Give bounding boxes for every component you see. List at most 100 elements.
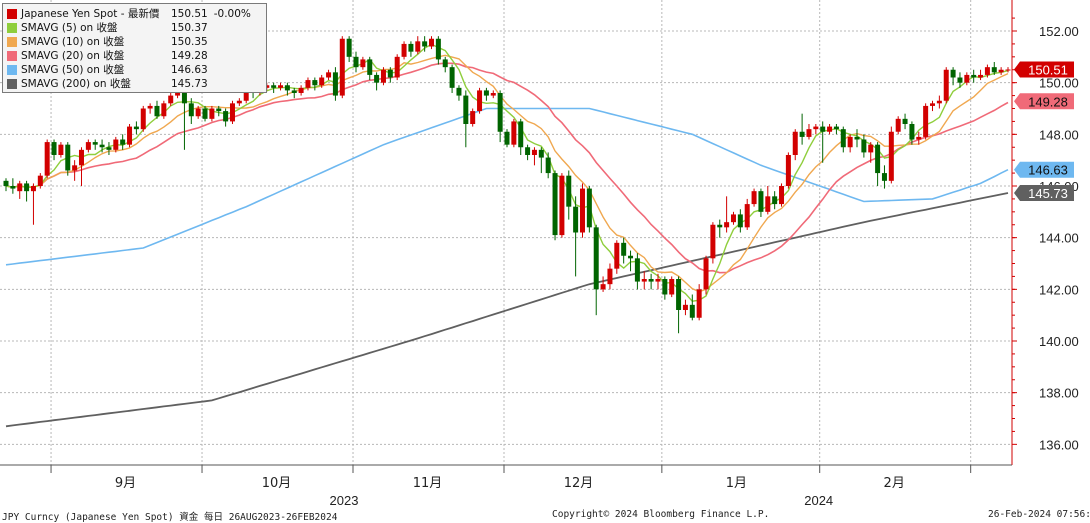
candle-body — [161, 103, 167, 117]
ma-line — [5, 107, 1009, 266]
candle-body — [1005, 69, 1011, 71]
candle-body — [559, 175, 565, 236]
candle-body — [888, 131, 894, 181]
candle-body — [833, 126, 839, 130]
legend-row-sma5: SMAVG (5) on 收盤 150.37 — [7, 21, 208, 35]
candle-body — [113, 139, 119, 150]
candle-body — [380, 69, 386, 83]
candle-body — [964, 74, 970, 83]
legend-row-sma200: SMAVG (200) on 收盤 145.73 — [7, 77, 208, 91]
candle-body — [751, 191, 757, 205]
price-tag — [1014, 161, 1074, 178]
candle-body — [518, 121, 524, 148]
legend-label: Japanese Yen Spot - 最新價 — [21, 8, 160, 20]
legend-label: SMAVG (10) on 收盤 — [21, 36, 125, 48]
candle-body — [30, 186, 36, 192]
y-tick-label: 140.00 — [1039, 334, 1079, 349]
candle-body — [504, 131, 510, 145]
candle-body — [37, 175, 43, 186]
sma20-series — [5, 62, 1009, 274]
candle-body — [490, 93, 496, 96]
x-month-label: 12月 — [564, 476, 594, 491]
candle-body — [634, 258, 640, 282]
candle-body — [223, 111, 229, 122]
candle-body — [579, 188, 585, 233]
legend-value: 146.63 — [171, 64, 208, 76]
price-tag-label: 149.28 — [1028, 94, 1068, 109]
candle-body — [24, 183, 30, 192]
candle-body — [120, 139, 126, 145]
candle-body — [614, 242, 620, 269]
candle-body — [44, 142, 50, 176]
candle-body — [621, 242, 627, 256]
candle-body — [65, 144, 71, 171]
candle-body — [861, 139, 867, 153]
legend-row-sma20: SMAVG (20) on 收盤 149.28 — [7, 49, 208, 63]
x-month-label: 9月 — [115, 476, 136, 491]
candle-body — [875, 144, 881, 174]
candle-body — [435, 38, 441, 60]
candle-body — [971, 74, 977, 78]
candle-body — [703, 258, 709, 290]
price-tag — [1014, 61, 1074, 78]
legend-row-sma10: SMAVG (10) on 收盤 150.35 — [7, 35, 208, 49]
candle-body — [209, 108, 215, 119]
candle-body — [353, 56, 359, 68]
x-month-label: 1月 — [726, 476, 747, 491]
candle-body — [827, 126, 833, 132]
candle-body — [175, 90, 181, 96]
ma-line — [5, 192, 1009, 428]
candle-body — [847, 136, 853, 148]
candle-body — [181, 90, 187, 104]
candle-body — [415, 41, 421, 52]
legend-swatch — [7, 51, 17, 61]
candle-body — [188, 103, 194, 117]
candle-body — [531, 149, 537, 155]
candle-body — [3, 180, 9, 186]
candle-body — [497, 93, 503, 132]
legend-swatch — [7, 65, 17, 75]
footer-copyright: Copyright© 2024 Bloomberg Finance L.P. — [552, 509, 770, 520]
footer-timestamp: 26-Feb-2024 07:56:59 — [988, 509, 1090, 520]
candle-body — [133, 126, 139, 130]
candle-body — [991, 67, 997, 73]
sma50-series — [5, 107, 1009, 266]
candle-body — [916, 136, 922, 140]
legend-label: SMAVG (5) on 收盤 — [21, 22, 118, 34]
legend-value: 150.51 — [171, 8, 208, 20]
candle-body — [785, 155, 791, 186]
x-month-label: 10月 — [262, 476, 292, 491]
candle-body — [463, 95, 469, 124]
candle-body — [422, 41, 428, 47]
legend-swatch — [7, 9, 17, 19]
candle-body — [950, 69, 956, 78]
candle-body — [291, 90, 297, 93]
candle-body — [895, 118, 901, 132]
candle-body — [51, 142, 57, 155]
candle-body — [573, 206, 579, 233]
candle-body — [936, 100, 942, 104]
candle-body — [840, 129, 846, 148]
y-tick-label: 148.00 — [1039, 127, 1079, 142]
candle-body — [17, 183, 23, 192]
candle-body — [483, 90, 489, 96]
time-axis: 9月 10月 11月 12月 1月 2月 2023 2024 — [0, 464, 1012, 508]
price-tag — [1014, 93, 1074, 110]
legend-value: 149.28 — [171, 50, 208, 62]
candle-body — [998, 69, 1004, 73]
candle-body — [326, 72, 332, 78]
legend-change: -0.00% — [213, 8, 251, 20]
price-tag-label: 146.63 — [1028, 163, 1068, 178]
candle-body — [655, 279, 661, 282]
candle-body — [820, 126, 826, 132]
candle-body — [284, 85, 290, 91]
candle-body — [305, 80, 311, 88]
candle-body — [10, 186, 16, 189]
candle-body — [99, 144, 105, 148]
candle-body — [648, 279, 654, 282]
candle-body — [765, 196, 771, 212]
candle-body — [744, 204, 750, 228]
candle-body — [339, 38, 345, 96]
candle-body — [737, 214, 743, 228]
candle-body — [58, 144, 64, 155]
